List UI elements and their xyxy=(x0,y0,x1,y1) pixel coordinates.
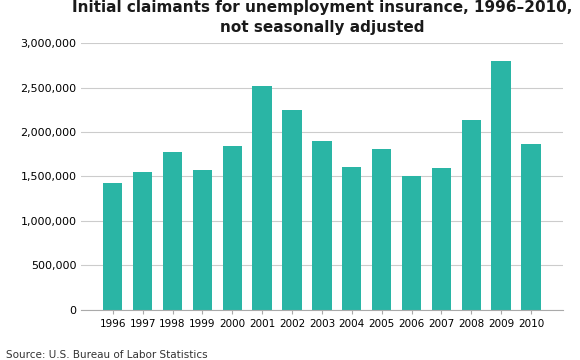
Bar xyxy=(163,152,182,310)
Bar xyxy=(342,167,361,310)
Bar xyxy=(462,120,481,310)
Bar xyxy=(312,141,332,310)
Bar xyxy=(402,176,421,310)
Bar xyxy=(491,61,511,310)
Bar xyxy=(372,149,392,310)
Bar xyxy=(432,167,451,310)
Bar xyxy=(133,172,153,310)
Bar xyxy=(193,170,212,310)
Title: Initial claimants for unemployment insurance, 1996–2010,
not seasonally adjusted: Initial claimants for unemployment insur… xyxy=(72,0,572,35)
Bar xyxy=(103,183,122,310)
Bar xyxy=(521,144,541,310)
Bar xyxy=(252,86,272,310)
Text: Source: U.S. Bureau of Labor Statistics: Source: U.S. Bureau of Labor Statistics xyxy=(6,350,208,360)
Bar xyxy=(282,110,302,310)
Bar xyxy=(223,146,242,310)
